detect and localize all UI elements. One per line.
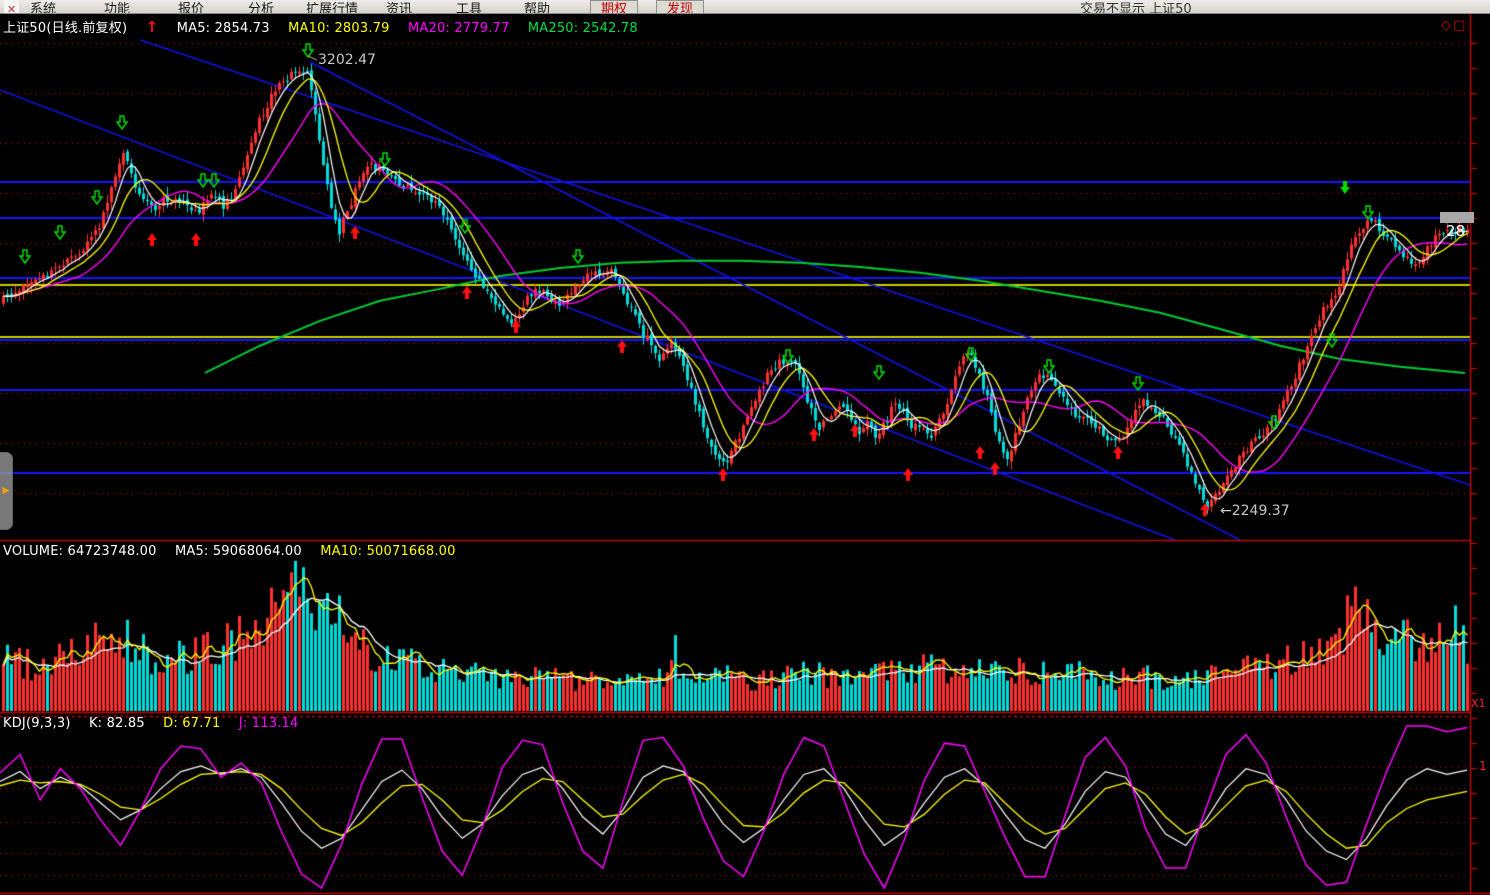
kdj-title: KDJ(9,3,3) <box>3 716 71 731</box>
ma5-value: MA5: 2854.73 <box>176 21 270 36</box>
diamond-icon[interactable]: ◇ <box>1441 18 1453 33</box>
ma20-value: MA20: 2779.77 <box>407 21 510 36</box>
menu-item-5[interactable]: 扩展行情 <box>306 2 359 14</box>
volume-ma10-value: MA10: 50071668.00 <box>320 544 456 559</box>
menu-hot-item-2[interactable]: 发现 <box>656 0 705 13</box>
menu-item-7[interactable]: 工具 <box>456 2 483 14</box>
volume-value: VOLUME: 64723748.00 <box>3 544 157 559</box>
menu-right-note: 交易不显示 上证50 <box>1080 2 1192 14</box>
kdj-k-value: K: 82.85 <box>88 716 145 731</box>
menu-item-4[interactable]: 分析 <box>248 2 275 14</box>
menu-item-3[interactable]: 报价 <box>178 2 205 14</box>
main-chart-header: 上证50(日线.前复权) ↑ MA5: 2854.73 MA10: 2803.7… <box>3 17 652 36</box>
menu-hot-item-1[interactable]: 期权 <box>590 0 639 13</box>
volume-ma5-value: MA5: 59068064.00 <box>174 544 302 559</box>
handle-arrow-icon: ▶ <box>2 486 10 496</box>
up-arrow-icon: ↑ <box>145 18 159 36</box>
maximize-icon[interactable]: □ <box>1453 18 1468 33</box>
indicator-x1-label[interactable]: X1 <box>1471 697 1486 710</box>
volume-header: VOLUME: 64723748.00 MA5: 59068064.00 MA1… <box>3 544 470 559</box>
symbol-title: 上证50(日线.前复权) <box>3 21 128 36</box>
menu-item-8[interactable]: 帮助 <box>524 2 551 14</box>
sidebar-slide-handle[interactable]: ▶ <box>0 452 13 530</box>
ma10-value: MA10: 2803.79 <box>288 21 390 36</box>
menu-item-6[interactable]: 资讯 <box>386 2 413 14</box>
last-price-text: 28 <box>1446 222 1466 240</box>
kdj-j-value: J: 113.14 <box>238 716 299 731</box>
high-price-label: 3202.47 <box>318 52 376 68</box>
menu-item-1[interactable]: 系统 <box>30 2 57 14</box>
ma250-value: MA250: 2542.78 <box>527 21 638 36</box>
kdj-header: KDJ(9,3,3) K: 82.85 D: 67.71 J: 113.14 <box>3 716 312 731</box>
menu-item-2[interactable]: 功能 <box>104 2 131 14</box>
menu-bar: ✕ 交易不显示 上证50 系统 功能 报价 分析 扩展行情 资讯 工具 帮助 期权 发现 <box>0 0 1490 14</box>
low-price-label: ←2249.37 <box>1220 503 1290 519</box>
last-price-marker <box>1440 212 1474 223</box>
pane-corner-icons[interactable]: ◇□ <box>1441 18 1467 33</box>
kdj-d-value: D: 67.71 <box>163 716 221 731</box>
kdj-axis-label: 1 <box>1479 759 1487 773</box>
app-logo-icon: ✕ <box>4 0 20 13</box>
